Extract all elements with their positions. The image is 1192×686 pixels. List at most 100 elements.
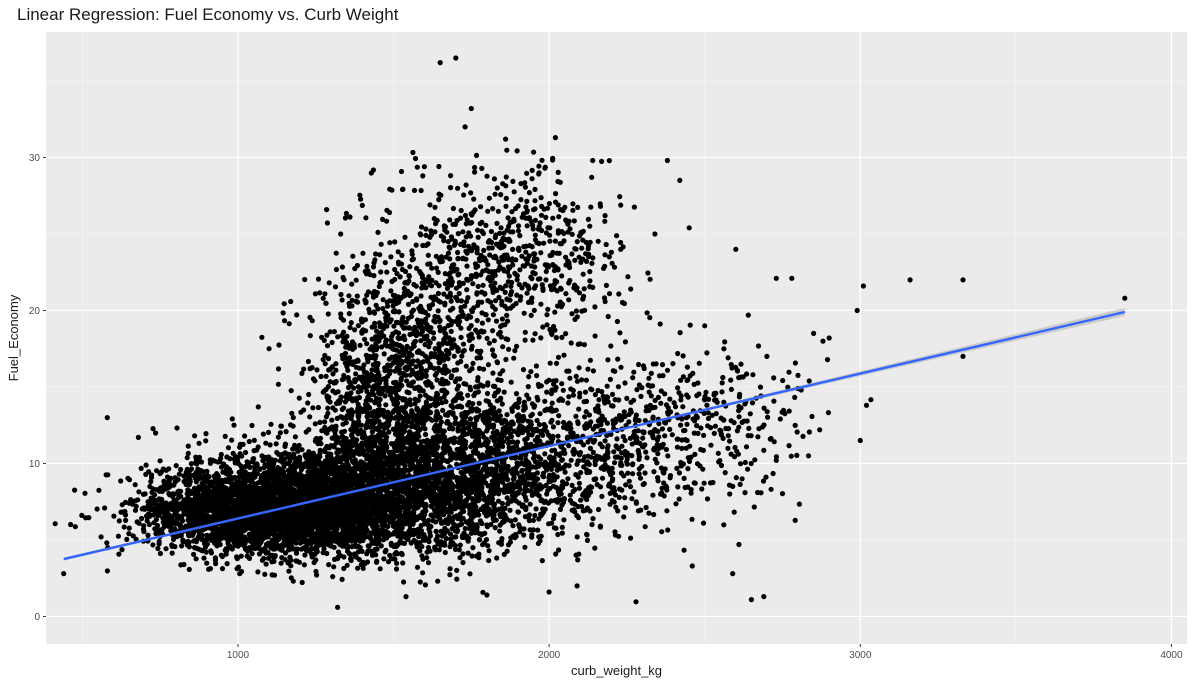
data-point: [271, 490, 277, 496]
data-point: [510, 523, 516, 529]
data-point: [188, 490, 194, 496]
data-point: [121, 524, 127, 530]
data-point: [241, 478, 247, 484]
data-point: [224, 454, 230, 460]
data-point: [208, 550, 214, 556]
data-point: [304, 548, 310, 554]
data-point: [252, 464, 258, 470]
data-point: [192, 537, 198, 543]
data-point: [192, 433, 198, 439]
data-point: [242, 433, 248, 439]
data-point: [236, 520, 242, 526]
data-point: [169, 550, 175, 556]
data-point: [86, 515, 92, 521]
data-point: [344, 562, 350, 568]
data-point: [196, 546, 202, 552]
data-point: [136, 489, 142, 495]
data-point: [130, 533, 136, 539]
data-point: [183, 523, 189, 529]
data-point: [438, 528, 444, 534]
data-point: [201, 515, 207, 522]
data-point: [292, 434, 298, 440]
data-point: [191, 551, 197, 558]
data-point: [568, 457, 574, 463]
data-point: [176, 492, 182, 498]
data-point: [393, 549, 399, 556]
data-point: [224, 512, 230, 518]
data-point: [219, 566, 226, 572]
data-point: [312, 551, 318, 558]
data-point: [292, 496, 298, 502]
data-point: [259, 557, 265, 563]
data-point: [272, 457, 278, 463]
data-point: [241, 528, 247, 534]
data-point: [274, 449, 280, 456]
data-point: [156, 496, 162, 502]
data-point: [232, 498, 238, 504]
data-point: [292, 520, 298, 526]
data-point: [239, 506, 245, 512]
data-point: [254, 492, 260, 498]
data-point: [411, 537, 417, 544]
data-point: [311, 539, 317, 545]
data-point: [394, 560, 400, 566]
data-point: [166, 506, 172, 512]
data-point: [188, 461, 194, 467]
data-point: [126, 525, 132, 531]
data-point: [251, 448, 257, 454]
data-point: [152, 526, 158, 532]
data-point: [198, 504, 204, 511]
data-point: [320, 550, 326, 556]
data-point: [271, 558, 277, 565]
data-point: [251, 538, 257, 544]
data-point: [133, 503, 139, 509]
data-point: [447, 566, 453, 572]
data-point: [168, 500, 174, 506]
data-point: [497, 528, 503, 534]
data-point: [289, 410, 295, 416]
data-point: [82, 490, 88, 496]
data-point: [457, 542, 463, 548]
data-point: [166, 478, 172, 484]
data-point: [313, 568, 319, 575]
data-point: [132, 498, 138, 504]
data-point: [303, 543, 309, 549]
data-point: [223, 551, 229, 557]
data-point: [181, 561, 187, 568]
data-point: [207, 566, 213, 572]
data-point: [435, 578, 441, 584]
data-point: [178, 466, 184, 473]
data-point: [373, 528, 379, 535]
data-point: [203, 438, 209, 444]
data-point: [465, 392, 471, 398]
data-point: [104, 540, 110, 546]
data-point: [133, 536, 139, 542]
data-point: [229, 437, 235, 443]
data-point: [468, 444, 474, 450]
data-point: [201, 555, 207, 561]
data-point: [273, 441, 279, 447]
data-point: [294, 546, 300, 552]
data-point: [136, 520, 142, 526]
data-point: [153, 530, 159, 537]
data-point: [428, 512, 434, 518]
data-point: [262, 571, 268, 577]
data-point: [218, 552, 224, 558]
data-point: [320, 542, 326, 548]
data-point: [297, 456, 303, 463]
data-point: [287, 458, 293, 464]
data-point: [301, 562, 307, 568]
data-point: [181, 506, 187, 512]
data-point: [195, 466, 201, 472]
data-point: [325, 541, 331, 548]
data-point: [199, 521, 205, 527]
data-point: [426, 537, 432, 543]
data-point: [417, 548, 423, 554]
data-point: [339, 576, 345, 583]
data-point: [241, 543, 247, 549]
data-point: [452, 421, 458, 427]
data-point: [164, 474, 171, 480]
data-point: [184, 455, 190, 461]
data-point: [258, 528, 264, 534]
data-point: [427, 529, 433, 536]
